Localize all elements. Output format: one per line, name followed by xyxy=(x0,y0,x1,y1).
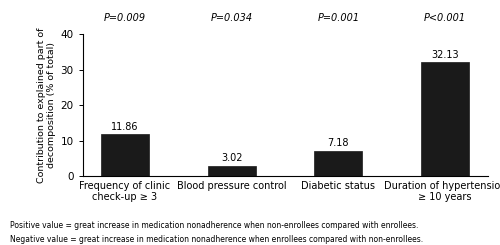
Text: Positive value = great increase in medication nonadherence when non-enrollees co: Positive value = great increase in medic… xyxy=(10,220,418,230)
Text: P=0.034: P=0.034 xyxy=(210,13,252,23)
Bar xyxy=(208,166,256,176)
Text: 11.86: 11.86 xyxy=(111,122,138,132)
Bar xyxy=(314,151,362,176)
Text: P=0.009: P=0.009 xyxy=(104,13,146,23)
Y-axis label: Contribution to explained part of
decomposition (% of total): Contribution to explained part of decomp… xyxy=(37,28,56,183)
Text: P=0.001: P=0.001 xyxy=(318,13,360,23)
Bar xyxy=(421,62,469,176)
Text: Negative value = great increase in medication nonadherence when enrollees compar: Negative value = great increase in medic… xyxy=(10,235,423,244)
Text: 3.02: 3.02 xyxy=(221,153,242,163)
Text: 32.13: 32.13 xyxy=(432,50,459,60)
Text: 7.18: 7.18 xyxy=(328,138,349,148)
Text: P<0.001: P<0.001 xyxy=(424,13,466,23)
Bar xyxy=(101,134,149,176)
